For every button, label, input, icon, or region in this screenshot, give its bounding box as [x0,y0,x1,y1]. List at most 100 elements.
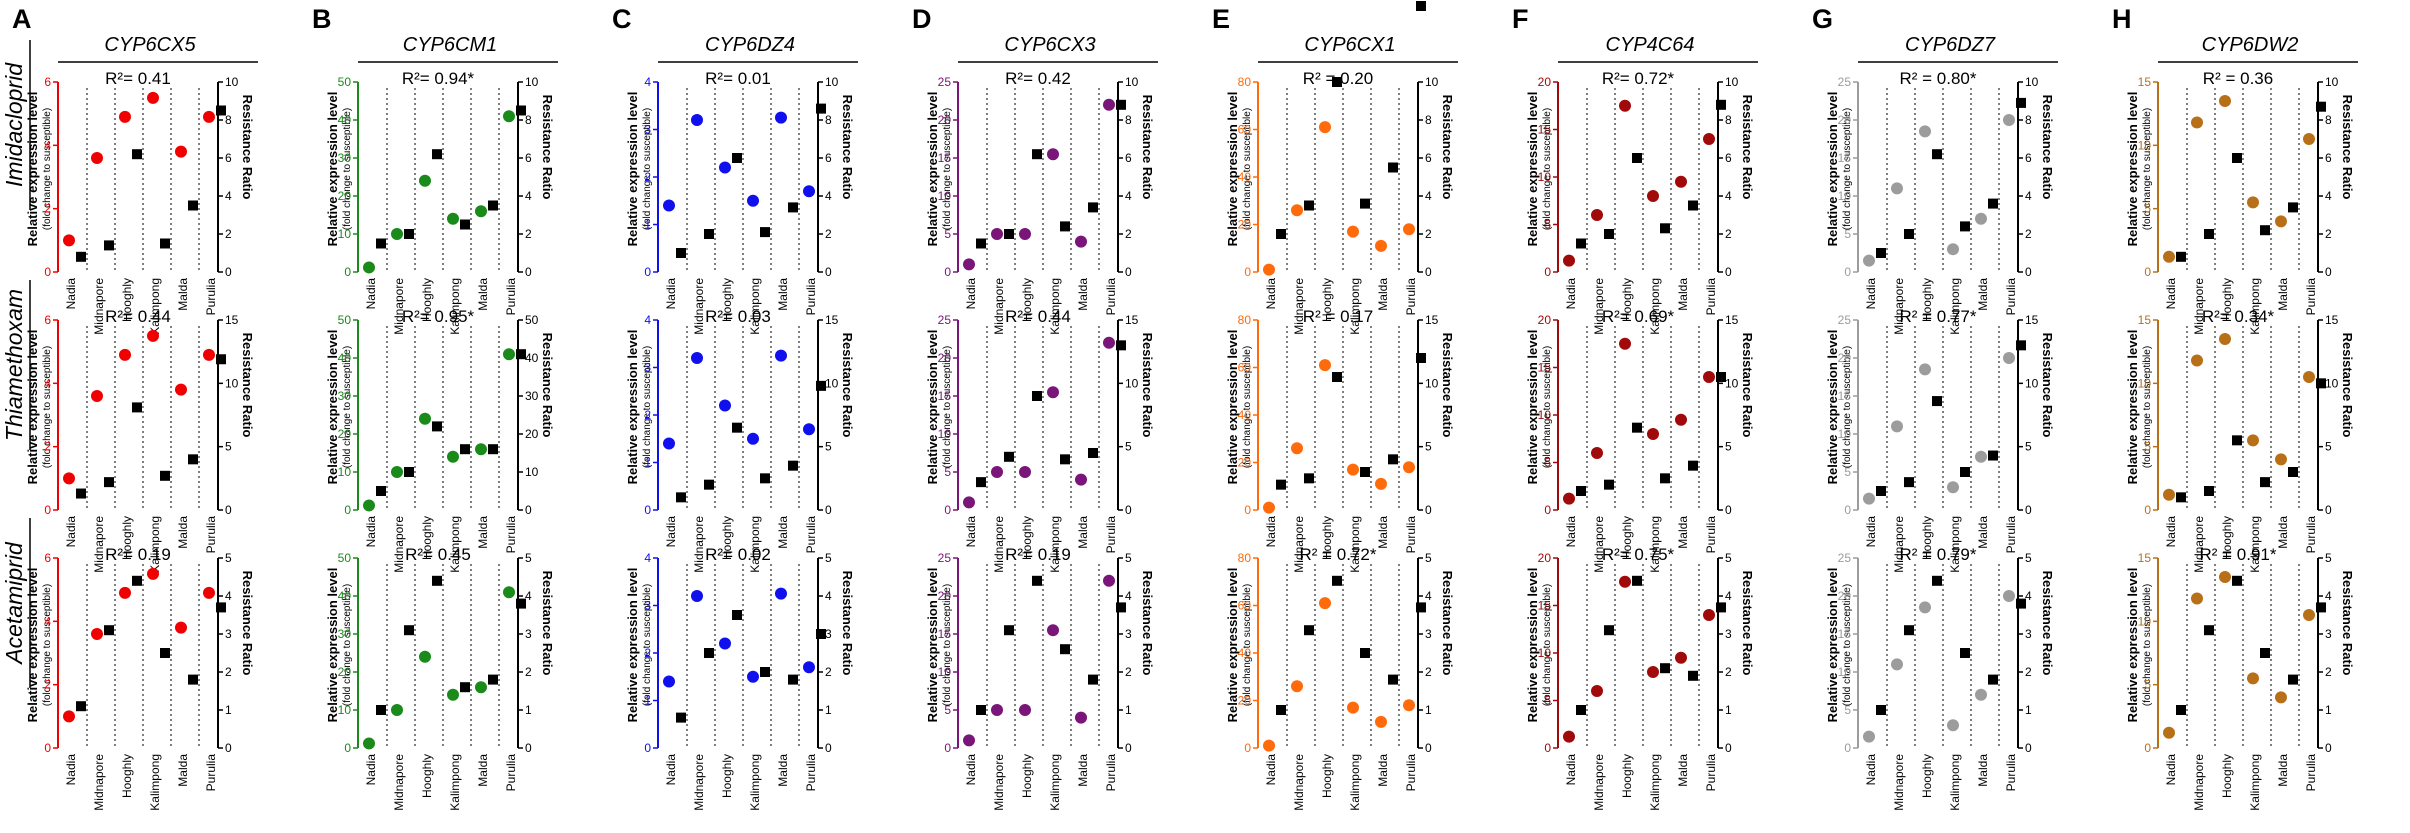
left-tick-label: 10 [938,427,952,441]
left-tick-label: 10 [1838,427,1852,441]
district-label: Nadia [2164,754,2178,786]
expression-point [1647,666,1659,678]
resistance-point [1604,479,1614,490]
expression-point [1347,225,1359,238]
district-label: Nadia [1564,516,1578,548]
district-label: Malda [176,278,190,311]
expression-point [1375,477,1387,490]
expression-point [1403,223,1415,236]
expression-point [1263,263,1275,276]
district-label: Purulia [504,278,518,316]
resistance-point [1388,454,1398,465]
left-axis-sublabel: (fold change to susceptible) [42,346,53,468]
left-tick-label: 20 [938,351,952,365]
district-label: Hooghly [1620,278,1634,322]
right-tick-label: 8 [2325,113,2332,127]
left-tick-label: 20 [338,189,352,203]
expression-point [991,466,1003,478]
right-tick-label: 2 [825,665,832,679]
district-label: Hooghly [120,278,134,322]
expression-point [1291,680,1303,693]
gene-title: CYP6CX3 [1004,34,1095,56]
district-label: Hooghly [2220,516,2234,560]
resistance-point [1388,162,1398,173]
district-label: Purulia [2304,278,2318,316]
left-tick-label: 15 [2138,551,2152,565]
resistance-point [760,227,770,238]
resistance-point [188,454,198,465]
resistance-point [1360,467,1370,477]
resistance-point [432,149,442,160]
district-label: Kalimpong [1948,278,1962,335]
resistance-point [1632,575,1642,586]
district-label: Kalimpong [448,278,462,335]
expression-point [1047,624,1059,637]
expression-point [1563,254,1575,267]
district-label: Purulia [1404,516,1418,554]
right-tick-label: 8 [1125,113,1132,127]
district-label: Midnapore [2192,754,2206,811]
right-tick-label: 2 [2325,665,2332,679]
right-tick-label: 1 [2325,703,2332,717]
resistance-point [216,354,226,365]
resistance-point [2016,598,2026,609]
expression-point [2247,196,2259,209]
district-label: Purulia [504,754,518,792]
right-tick-label: 0 [525,741,532,755]
left-axis-sublabel: (fold change to susceptible) [342,584,353,706]
left-tick-label: 10 [938,189,952,203]
right-tick-label: 15 [825,313,839,327]
resistance-point [1116,602,1126,613]
right-tick-label: 10 [1425,75,1439,89]
district-label: Hooghly [1020,278,1034,322]
right-tick-label: 0 [2325,265,2332,279]
resistance-point [676,248,686,258]
right-tick-label: 10 [1725,376,1739,390]
expression-point [1703,371,1715,383]
expression-point [91,628,103,640]
left-axis-sublabel: (fold change to susceptible) [42,108,53,230]
r2-annotation: R²= 0.94* [402,69,475,88]
left-tick-label: 80 [1238,313,1252,327]
r2-annotation: R²= 0.19 [1005,545,1071,564]
right-tick-label: 0 [1125,503,1132,517]
expression-point [1319,121,1331,134]
resistance-point [1304,625,1314,636]
right-axis-label: Resistance Ratio [840,333,855,438]
left-tick-label: 60 [1238,599,1252,613]
right-tick-label: 3 [1425,627,1432,641]
expression-point [1019,228,1031,240]
left-tick-label: 15 [938,151,952,165]
resistance-point [432,575,442,586]
left-axis-label: Relative expression level [625,568,640,723]
resistance-point [1032,391,1042,401]
left-tick-label: 5 [1544,218,1551,232]
right-tick-label: 0 [225,503,232,517]
left-tick-label: 1 [644,218,651,232]
resistance-point [216,105,226,116]
left-axis-sublabel: (fold change to susceptible) [2142,108,2153,230]
left-axis-label: Relative expression level [325,568,340,723]
left-tick-label: 1 [644,456,651,470]
gene-title: CYP6CX1 [1304,34,1395,56]
right-axis-label: Resistance Ratio [1140,571,1155,676]
expression-point [1347,463,1359,476]
right-tick-label: 2 [225,227,232,241]
right-tick-label: 5 [825,440,832,454]
left-tick-label: 20 [1538,75,1552,89]
expression-point [1103,336,1115,349]
left-tick-label: 25 [938,75,952,89]
right-tick-label: 6 [225,151,232,165]
right-tick-label: 0 [825,741,832,755]
district-label: Purulia [2004,516,2018,554]
district-label: Malda [2276,516,2290,549]
resistance-point [488,674,498,685]
resistance-point [2176,492,2186,503]
right-tick-label: 5 [2025,551,2032,565]
left-tick-label: 5 [1544,694,1551,708]
expression-point [803,661,815,674]
right-tick-label: 10 [825,376,839,390]
left-tick-label: 5 [944,465,951,479]
left-tick-label: 10 [1538,646,1552,660]
resistance-point [1116,340,1126,351]
